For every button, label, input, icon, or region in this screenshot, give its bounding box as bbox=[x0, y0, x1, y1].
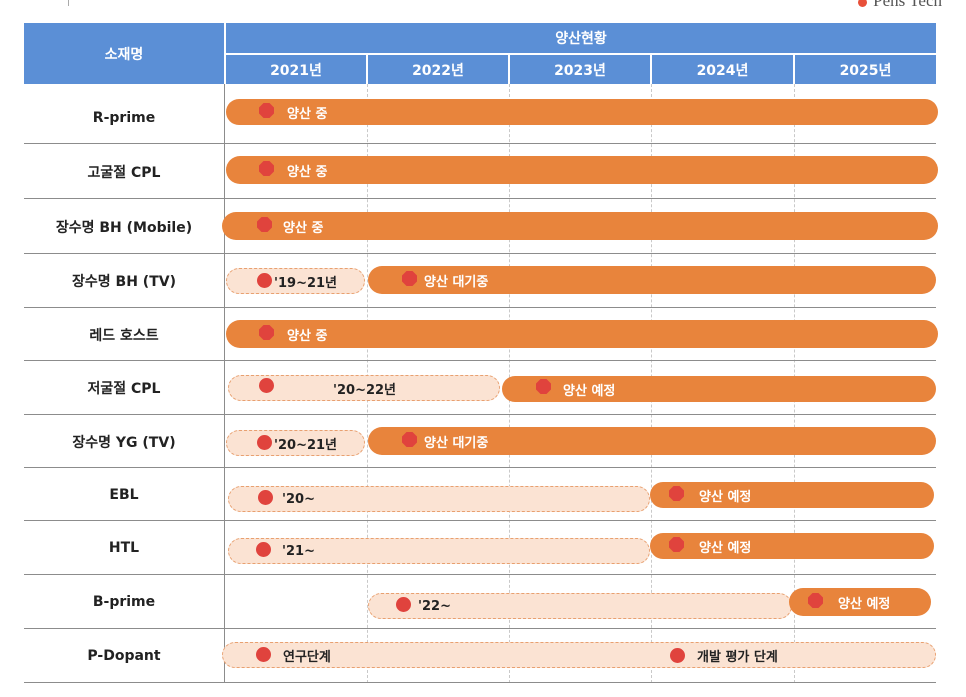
top-divider bbox=[68, 0, 69, 6]
bar-label: '20~21년 bbox=[274, 437, 338, 453]
bar-label: 양산 중 bbox=[287, 164, 328, 180]
header-year-2025: 2025년 bbox=[795, 55, 936, 84]
timeline-bar-development: '19~21년 bbox=[226, 268, 365, 294]
bar-label: 양산 예정 bbox=[699, 489, 752, 505]
timeline-bar-production-standby: 양산 대기중 bbox=[368, 266, 936, 294]
row-label: R-prime bbox=[92, 109, 156, 126]
timeline-bar-mass-production: 양산 중 bbox=[226, 320, 938, 348]
brand-dot-icon bbox=[858, 0, 868, 7]
status-marker-icon bbox=[670, 648, 685, 663]
row-label: P-Dopant bbox=[87, 648, 161, 664]
bar-label: 양산 예정 bbox=[838, 596, 891, 612]
header-production-status: 양산현황 bbox=[226, 23, 936, 53]
row-divider bbox=[24, 253, 936, 254]
status-marker-icon bbox=[259, 161, 274, 176]
bar-label-evaluation: 개발 평가 단계 bbox=[697, 649, 778, 665]
bar-label: 양산 대기중 bbox=[424, 435, 489, 451]
timeline-bar-planned-production: 양산 예정 bbox=[502, 376, 936, 402]
status-marker-icon bbox=[256, 542, 271, 557]
row-divider bbox=[24, 628, 936, 629]
bar-label: '21~ bbox=[282, 543, 315, 559]
row-divider bbox=[24, 467, 936, 468]
bar-label: 양산 중 bbox=[287, 106, 328, 122]
status-marker-icon bbox=[256, 647, 271, 662]
row-label: 장수명 YG (TV) bbox=[72, 434, 176, 451]
status-marker-icon bbox=[259, 325, 274, 340]
brand-logo: Pens Tech bbox=[858, 0, 942, 11]
status-marker-icon bbox=[259, 103, 274, 118]
bar-label: '20~22년 bbox=[333, 382, 397, 398]
row-label: HTL bbox=[108, 540, 140, 556]
header-year-2022: 2022년 bbox=[368, 55, 508, 84]
status-marker-icon bbox=[669, 537, 684, 552]
status-marker-icon bbox=[402, 432, 417, 447]
bar-label: '20~ bbox=[282, 491, 315, 507]
row-divider bbox=[24, 520, 936, 521]
bar-label: 양산 중 bbox=[283, 220, 324, 236]
timeline-bar-research: 연구단계 개발 평가 단계 bbox=[222, 642, 936, 668]
brand-text: Pens Tech bbox=[873, 0, 942, 10]
row-label: B-prime bbox=[92, 594, 156, 610]
header-material: 소재명 bbox=[24, 23, 224, 84]
row-label: 레드 호스트 bbox=[89, 327, 159, 344]
status-marker-icon bbox=[258, 490, 273, 505]
bar-label: 양산 예정 bbox=[563, 383, 616, 399]
header-year-2024: 2024년 bbox=[652, 55, 793, 84]
status-marker-icon bbox=[259, 378, 274, 393]
timeline-bar-mass-production: 양산 중 bbox=[226, 156, 938, 184]
bar-label: '22~ bbox=[418, 598, 451, 614]
status-marker-icon bbox=[402, 271, 417, 286]
status-marker-icon bbox=[257, 217, 272, 232]
status-marker-icon bbox=[808, 593, 823, 608]
row-divider bbox=[24, 198, 936, 199]
bar-label: '19~21년 bbox=[274, 275, 338, 291]
row-divider bbox=[24, 307, 936, 308]
timeline-bar-development: '22~ bbox=[368, 593, 792, 619]
bar-label: 양산 대기중 bbox=[424, 274, 489, 290]
row-divider bbox=[24, 143, 936, 144]
status-marker-icon bbox=[257, 273, 272, 288]
timeline-bar-development: '21~ bbox=[228, 538, 650, 564]
row-divider bbox=[24, 360, 936, 361]
timeline-bar-development: '20~ bbox=[228, 486, 650, 512]
row-label: EBL bbox=[109, 486, 139, 503]
timeline-bar-planned-production: 양산 예정 bbox=[650, 482, 934, 508]
bar-label-research: 연구단계 bbox=[283, 649, 331, 665]
bar-label: 양산 예정 bbox=[699, 540, 752, 556]
timeline-bar-planned-production: 양산 예정 bbox=[789, 588, 931, 616]
row-divider bbox=[24, 574, 936, 575]
row-label: 장수명 BH (TV) bbox=[72, 274, 176, 290]
row-label: 장수명 BH (Mobile) bbox=[55, 219, 193, 236]
timeline-bar-development: '20~21년 bbox=[226, 430, 365, 456]
timeline-bar-mass-production: 양산 중 bbox=[222, 212, 938, 240]
status-marker-icon bbox=[257, 435, 272, 450]
row-label: 고굴절 CPL bbox=[87, 164, 161, 181]
row-label: 저굴절 CPL bbox=[87, 381, 161, 397]
bar-label: 양산 중 bbox=[287, 328, 328, 344]
header-year-2021: 2021년 bbox=[226, 55, 366, 84]
status-marker-icon bbox=[396, 597, 411, 612]
label-column-divider bbox=[224, 84, 225, 683]
timeline-bar-production-standby: 양산 대기중 bbox=[368, 427, 936, 455]
status-marker-icon bbox=[536, 379, 551, 394]
header-year-2023: 2023년 bbox=[510, 55, 650, 84]
status-marker-icon bbox=[669, 486, 684, 501]
timeline-bar-mass-production: 양산 중 bbox=[226, 99, 938, 125]
row-divider bbox=[24, 414, 936, 415]
table-bottom-border bbox=[24, 682, 936, 683]
timeline-bar-development: '20~22년 bbox=[228, 375, 500, 401]
timeline-bar-planned-production: 양산 예정 bbox=[650, 533, 934, 559]
